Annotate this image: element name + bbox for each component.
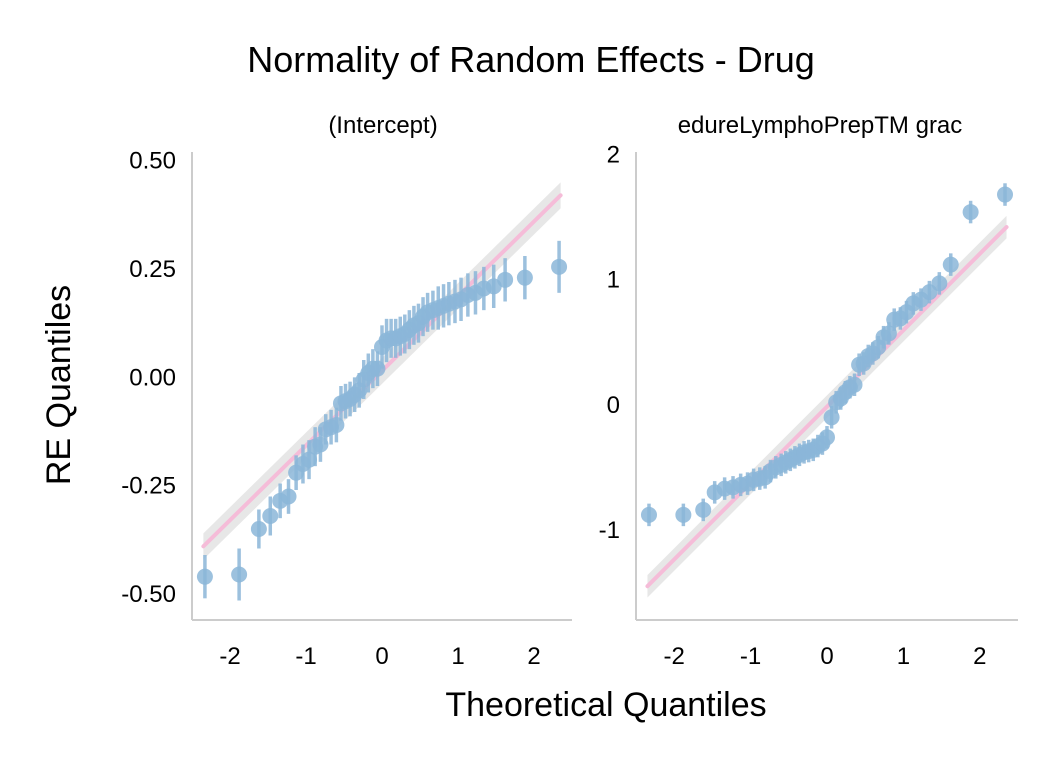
data-point [301,451,318,468]
data-point [962,204,979,221]
data-point [823,409,840,426]
data-point [997,186,1014,203]
y-tick-label: 0.25 [129,256,176,283]
x-tick-label: 0 [375,643,388,670]
data-point [551,258,568,275]
x-tick-label: -1 [740,643,761,670]
x-tick-label: -1 [295,643,316,670]
y-tick-label: -0.25 [121,473,176,500]
y-axis-label: RE Quantiles [40,285,78,485]
data-point [280,488,297,505]
x-tick-label: 0 [820,643,833,670]
data-point [640,506,657,523]
data-point [497,271,514,288]
data-point [369,360,386,377]
data-point [516,269,533,286]
panel-lymphoprep: edureLymphoPrepTM grac -2 -1 0 1 2 2 1 0 -1 [599,112,1018,670]
chart-title: Normality of Random Effects - Drug [247,39,815,80]
data-point [695,501,712,518]
data-point [231,566,248,583]
panel-title-lymphoprep: edureLymphoPrepTM grac [678,112,963,139]
x-tick-label: -2 [664,643,685,670]
data-point [819,429,835,446]
x-tick-label: 1 [897,643,910,670]
x-tick-label: -2 [219,643,240,670]
y-tick-label: 0.00 [129,364,176,391]
data-point [880,325,897,342]
panel-intercept: (Intercept) -2 -1 0 1 2 0.50 0.25 0.00 -0.25 -0.5… [121,112,572,670]
y-tick-label: 2 [607,142,620,169]
data-point [931,275,948,292]
reference-line [645,225,1009,589]
data-point [262,508,279,524]
y-tick-label: -0.50 [121,581,176,608]
data-point [328,417,345,433]
data-point [250,521,267,537]
y-tick-label: 0.50 [129,148,176,175]
x-tick-label: 1 [451,643,464,670]
x-axis-label: Theoretical Quantiles [445,686,766,724]
data-point [942,256,959,273]
data-point [312,436,329,453]
data-point [196,568,213,585]
y-tick-label: -1 [599,517,620,544]
panel-title-intercept: (Intercept) [328,112,437,139]
data-point [675,506,692,523]
data-point [846,376,863,393]
y-tick-label: 0 [607,392,620,419]
x-tick-label: 2 [527,643,540,670]
x-tick-label: 2 [973,643,986,670]
data-points [196,240,568,601]
data-points [640,183,1014,527]
y-tick-label: 1 [607,267,620,294]
